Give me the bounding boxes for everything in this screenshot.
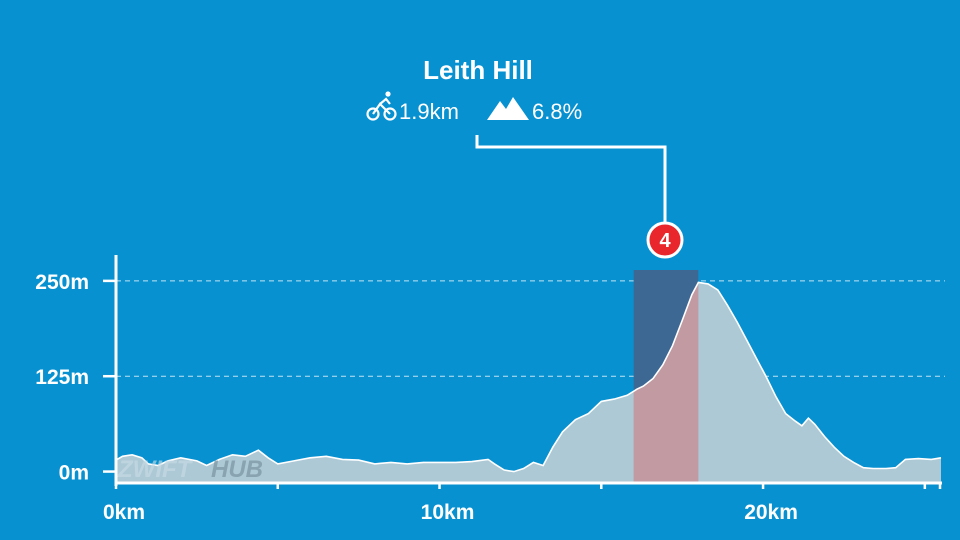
zwifthub-watermark: ZWIFT HUB [117, 456, 263, 483]
segment-leader-line [475, 135, 667, 222]
axes [103, 255, 942, 489]
x-tick-label: 20km [744, 501, 798, 524]
y-tick-label: 125m [35, 366, 89, 389]
tick-labels: 0m 125m 250m 0km 10km 20km [35, 271, 798, 524]
watermark-part1: ZWIFT [117, 456, 194, 483]
x-tick-label: 10km [421, 501, 475, 524]
segment-marker-circle [646, 221, 684, 259]
elevation-area [116, 282, 941, 483]
x-tick-label: 0km [103, 501, 145, 524]
y-tick-label: 250m [35, 271, 89, 294]
segment-grade: 6.8% [532, 99, 582, 124]
elevation-line [115, 281, 942, 473]
segment-number: 4 [659, 230, 671, 252]
grid-lines [116, 280, 945, 377]
segment-length: 1.9km [399, 99, 459, 124]
segment-marker[interactable]: 4 [646, 221, 684, 259]
segment-area [633, 282, 699, 483]
mountain-icon [487, 97, 529, 120]
cyclist-icon [366, 91, 397, 121]
watermark-part2: HUB [211, 456, 263, 483]
y-tick-label: 0m [59, 462, 89, 485]
segment-title: Leith Hill [423, 55, 533, 85]
